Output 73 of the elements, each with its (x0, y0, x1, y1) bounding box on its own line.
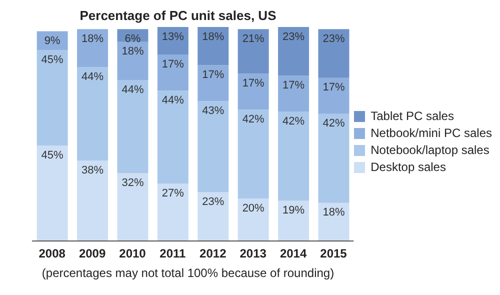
data-label: 23% (322, 32, 345, 45)
bar (198, 27, 229, 66)
bar (318, 78, 350, 114)
bar (198, 65, 229, 102)
bar (77, 160, 108, 241)
data-label: 18% (202, 30, 224, 43)
bar (36, 146, 68, 241)
data-label: 42% (322, 118, 345, 130)
bar (157, 27, 188, 55)
x-tick-label: 2014 (280, 246, 307, 261)
bar (77, 29, 108, 68)
x-tick-label: 2010 (119, 246, 146, 261)
data-label: 6% (124, 32, 141, 45)
data-label: 44% (122, 84, 144, 96)
bar (278, 76, 310, 112)
data-label: 42% (242, 113, 265, 126)
bar (318, 114, 350, 203)
data-label: 44% (162, 94, 184, 106)
bar (278, 112, 310, 201)
bar (278, 200, 310, 241)
x-tick-label: 2009 (78, 246, 106, 261)
data-label: 32% (122, 177, 144, 190)
bar (157, 90, 188, 184)
data-label: 42% (282, 116, 305, 128)
data-label: 17% (322, 82, 345, 94)
bar (157, 54, 188, 91)
bar (117, 42, 148, 80)
bar (117, 80, 148, 174)
data-label: 17% (282, 80, 305, 92)
data-label: 20% (242, 202, 265, 214)
legend-label: Netbook/mini PC sales (370, 126, 492, 140)
bar (36, 31, 68, 50)
bar (318, 202, 350, 241)
data-label: 17% (202, 68, 224, 81)
data-label: 17% (242, 77, 265, 90)
x-tick-label: 2013 (240, 246, 267, 261)
legend-label: Tablet PC sales (370, 109, 454, 123)
x-tick-label: 2008 (38, 246, 66, 261)
data-label: 44% (82, 71, 104, 84)
data-label: 9% (44, 35, 60, 48)
x-tick-label: 2011 (160, 246, 186, 261)
bar (157, 184, 188, 241)
data-label: 13% (162, 30, 184, 43)
data-label: 18% (122, 46, 144, 58)
x-tick-label: 2015 (320, 246, 348, 261)
legend-label: Desktop sales (370, 160, 446, 174)
data-label: 18% (322, 206, 345, 219)
bar (238, 198, 269, 241)
data-label: 38% (82, 164, 104, 176)
x-tick-label: 2012 (200, 246, 227, 261)
data-label: 21% (242, 32, 265, 45)
text: (percentages may not total 100% because of rounding) (40, 266, 336, 280)
bar (318, 29, 350, 78)
data-label: 17% (162, 58, 184, 70)
bar (117, 173, 148, 241)
data-label: 27% (162, 188, 184, 200)
legend-label: Notebook/laptop sales (370, 143, 490, 157)
data-label: 23% (282, 30, 305, 43)
bar (238, 110, 269, 199)
data-label: 23% (202, 196, 224, 208)
bar (278, 27, 310, 76)
data-label: 45% (41, 149, 64, 162)
data-label: 18% (82, 32, 104, 45)
data-label: 45% (41, 54, 64, 66)
bar (238, 29, 269, 74)
data-label: 19% (282, 204, 305, 217)
bar (77, 67, 108, 160)
chart-title: Percentage of PC unit sales, US (78, 8, 278, 23)
bar (198, 192, 229, 241)
bar (36, 50, 68, 146)
bar (238, 74, 269, 110)
bar (198, 101, 229, 192)
data-label: 43% (202, 104, 224, 117)
